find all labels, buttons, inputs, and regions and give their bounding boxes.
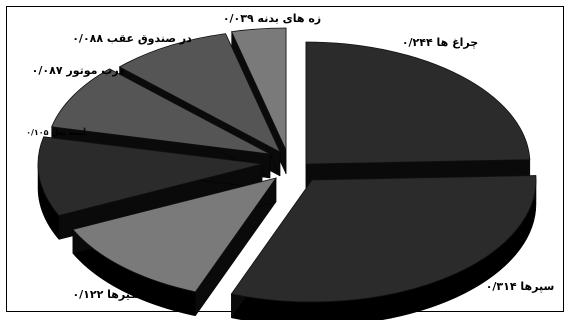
labels-layer: چراغ ها ۰/۲۴۴ سپرها ۰/۳۱۴ گلگیرها ۰/۱۲۲ آیی… [26, 12, 554, 301]
pie-slice-top [51, 68, 271, 155]
slice-data-label: در صندوق عقب ۰/۰۸۸ [72, 32, 192, 45]
pie-slice [72, 177, 277, 317]
pie-slice [230, 175, 537, 320]
slice-data-label: آیینه بغل ۰/۱۰۵ [26, 127, 86, 137]
slice-data-label: گلگیرها ۰/۱۲۲ [72, 288, 148, 301]
pie-slice-top [231, 27, 287, 151]
slice-data-label: چراغ ها ۰/۲۴۴ [402, 36, 478, 49]
pie-slice [305, 41, 531, 189]
pie-slice-top [305, 41, 531, 165]
slice-data-label: زه های بدنه ۰/۰۳۹ [223, 12, 321, 25]
slices-layer [37, 27, 537, 320]
pie-slice-top [230, 175, 537, 303]
pie-slice-top [37, 136, 263, 216]
pie-slice-top [72, 177, 277, 293]
pie-slice-top [118, 33, 281, 153]
slice-data-label: درب موتور ۰/۰۸۷ [32, 64, 125, 77]
slice-data-label: سپرها ۰/۳۱۴ [486, 280, 555, 293]
